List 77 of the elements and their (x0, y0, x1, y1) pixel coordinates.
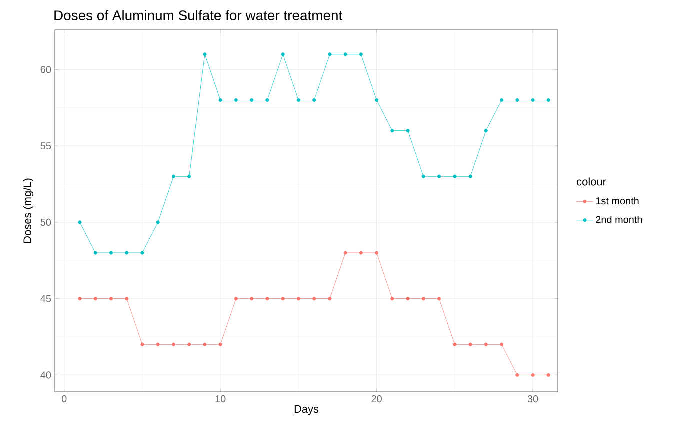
point (390, 297, 394, 301)
point (468, 174, 472, 178)
y-tick-label: 55 (40, 142, 52, 150)
point (484, 129, 488, 133)
point (422, 174, 426, 178)
y-tick-label: 40 (40, 372, 52, 379)
point (250, 98, 254, 102)
y-axis-title: Doses (mg/L) (23, 178, 34, 243)
point (484, 342, 488, 346)
y-tick-label: 60 (40, 66, 52, 74)
point (468, 342, 472, 346)
x-tick-label: 10 (216, 396, 226, 403)
point (453, 342, 457, 346)
point (375, 251, 379, 255)
x-tick-label: 0 (62, 396, 67, 403)
point (218, 98, 222, 102)
legend-label: 1st month (596, 197, 639, 205)
point (437, 297, 442, 301)
legend-label: 2nd month (596, 216, 642, 224)
point (359, 52, 363, 56)
point (296, 297, 300, 301)
point (453, 174, 457, 178)
point (344, 251, 348, 255)
point (78, 220, 82, 224)
point (516, 98, 520, 102)
point (140, 251, 144, 255)
point (516, 373, 520, 377)
point (531, 98, 535, 102)
point (109, 251, 114, 255)
point (94, 297, 98, 301)
point (437, 174, 442, 178)
point (546, 373, 550, 377)
y-tick-label: 45 (40, 295, 52, 302)
point (234, 98, 238, 102)
legend-title: colour (577, 178, 606, 186)
point (281, 52, 285, 56)
point (406, 297, 410, 301)
point (375, 98, 379, 102)
point (172, 342, 176, 346)
point (328, 52, 332, 56)
point (390, 129, 394, 133)
y-tick-label: 50 (40, 218, 52, 226)
point (328, 297, 332, 301)
point (546, 98, 550, 102)
point (156, 342, 160, 346)
point (296, 98, 300, 102)
point (188, 174, 192, 178)
x-axis-title: Days (294, 405, 319, 416)
point (359, 251, 363, 255)
point (344, 52, 348, 56)
point (125, 251, 129, 255)
x-tick-label: 30 (528, 396, 538, 403)
point (203, 342, 207, 346)
point (188, 342, 192, 346)
point (500, 98, 504, 102)
point (140, 342, 144, 346)
point (266, 297, 270, 301)
point (156, 220, 160, 224)
point (94, 251, 98, 255)
point (218, 342, 222, 346)
point (125, 297, 129, 301)
point (109, 297, 114, 301)
point (500, 342, 504, 346)
point (312, 297, 316, 301)
point (406, 129, 410, 133)
point (172, 174, 176, 178)
x-tick-label: 20 (372, 396, 382, 403)
point (250, 297, 254, 301)
point (531, 373, 535, 377)
point (78, 297, 82, 301)
point (266, 98, 270, 102)
point (281, 297, 285, 301)
point (312, 98, 316, 102)
point (234, 297, 238, 301)
point (203, 52, 207, 56)
chart-title: Doses of Aluminum Sulfate for water treatment (54, 10, 343, 20)
point (422, 297, 426, 301)
